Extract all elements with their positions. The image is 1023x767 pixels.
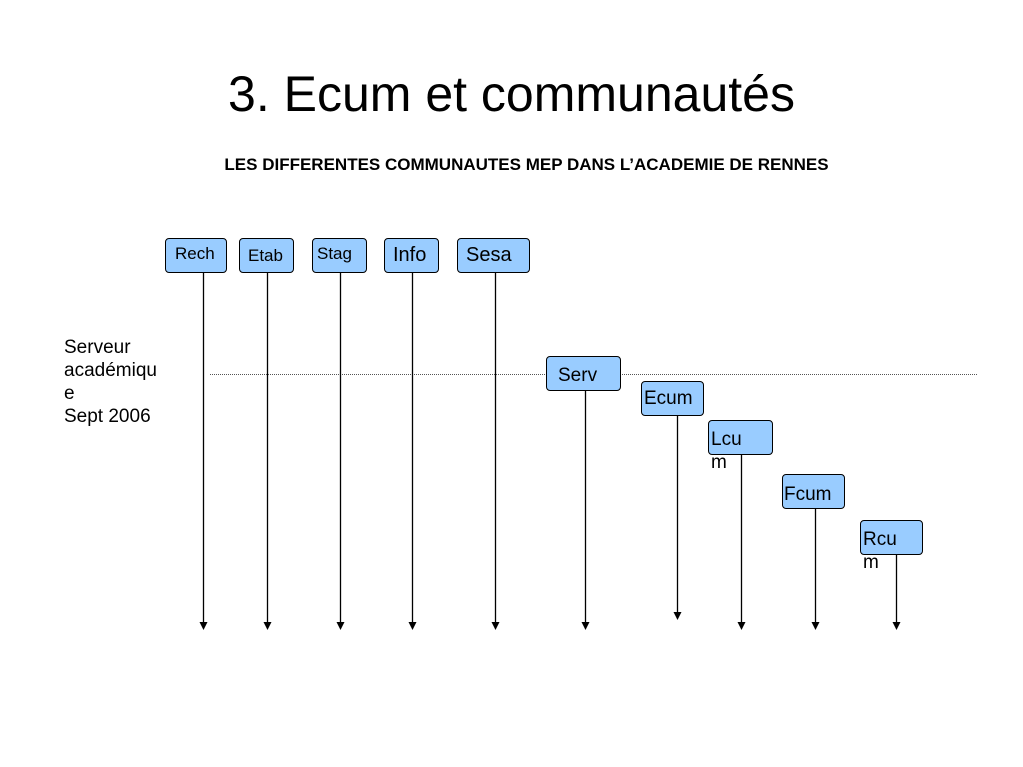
node-label-line: Sesa (466, 244, 512, 266)
fcum-arrowhead (811, 622, 820, 630)
etab-arrowhead (263, 622, 272, 630)
node-label-line: Etab (248, 246, 283, 265)
rech-arrowhead (199, 622, 208, 630)
ecum-arrowhead (673, 612, 682, 620)
node-label-line: Rcu (863, 529, 897, 550)
node-label-line: Info (393, 244, 427, 266)
node-serv-label: Serv (558, 364, 597, 387)
server-label-line: Serveur (64, 337, 131, 358)
node-label-line: Ecum (644, 388, 693, 409)
node-stag (312, 238, 367, 273)
node-label-line: Rech (175, 244, 215, 263)
node-sesa (457, 238, 530, 273)
node-fcum-label: Fcum (784, 483, 832, 506)
slide-title: 3. Ecum et communautés (228, 66, 795, 122)
server-label-line: Sept 2006 (64, 406, 151, 427)
server-label-line: e (64, 383, 75, 404)
node-info (384, 238, 439, 273)
node-label-line: m (863, 552, 879, 573)
node-info-label: Info (393, 244, 426, 267)
node-etab (239, 238, 294, 273)
node-label-line: m (711, 452, 727, 473)
info-arrowhead (408, 622, 417, 630)
node-label-line: Fcum (784, 484, 832, 505)
node-rech (165, 238, 227, 273)
node-label-line: Lcu (711, 429, 742, 450)
sesa-arrowhead (491, 622, 500, 630)
rcum-arrowhead (892, 622, 901, 630)
stag-arrowhead (336, 622, 345, 630)
node-rcum (860, 520, 923, 555)
node-lcum (708, 420, 773, 455)
node-sesa-label: Sesa (466, 244, 512, 267)
node-label-line: Serv (558, 365, 598, 386)
node-serv (546, 356, 621, 391)
server-label-line: académiqu (64, 360, 157, 381)
node-rcum-label: Rcu m (863, 528, 897, 574)
node-stag-label: Stag (317, 242, 352, 265)
lcum-arrowhead (737, 622, 746, 630)
serv-arrowhead (581, 622, 590, 630)
node-lcum-label: Lcu m (711, 428, 742, 474)
node-ecum-label: Ecum (644, 387, 693, 410)
node-rech-label: Rech (175, 242, 215, 265)
server-label: Serveur académiqu e Sept 2006 (64, 336, 184, 428)
node-etab-label: Etab (248, 244, 283, 267)
node-fcum (782, 474, 845, 509)
node-ecum (641, 381, 704, 416)
slide-subtitle: LES DIFFERENTES COMMUNAUTES MEP DANS L’A… (224, 155, 829, 174)
node-label-line: Stag (317, 244, 352, 263)
